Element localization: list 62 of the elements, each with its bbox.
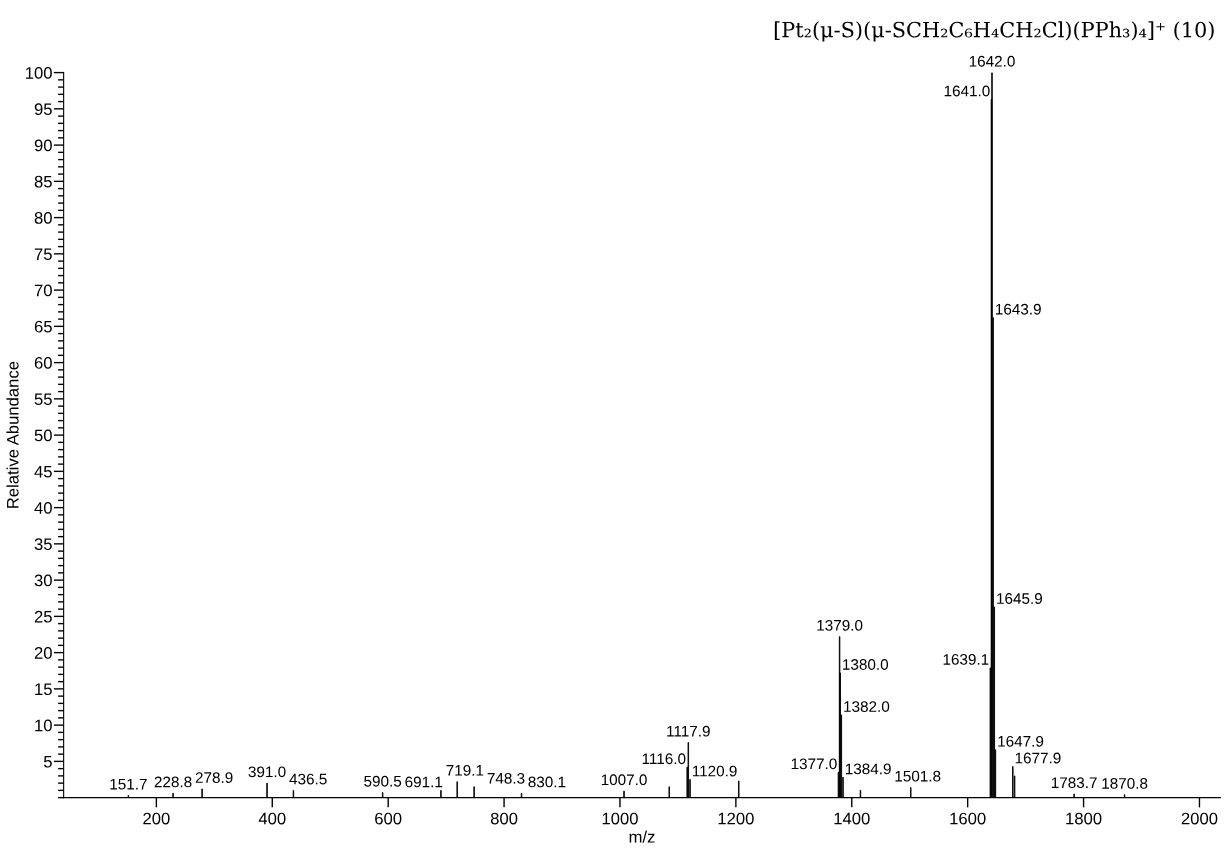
- y-tick-label: 100: [26, 66, 52, 79]
- y-tick-label: 20: [34, 647, 52, 659]
- annotation: 1647.9: [998, 735, 1044, 747]
- x-tick-label: 600: [375, 812, 402, 825]
- y-tick-label: 70: [34, 284, 52, 297]
- chart-title: [Pt₂(μ-S)(μ-SCH₂C₆H₄CH₂Cl)(PPh₃)₄]⁺ (10): [774, 21, 1214, 42]
- x-tick-label: 1800: [1066, 812, 1102, 825]
- y-tick-label: 75: [34, 248, 52, 261]
- x-tick-label: 1400: [834, 812, 870, 825]
- x-tick-label: 2000: [1181, 812, 1218, 825]
- x-tick-label: 800: [490, 812, 518, 825]
- annotation: 719.1: [446, 764, 484, 776]
- annotation: 391.0: [248, 766, 286, 778]
- annotation: 1639.1: [943, 654, 989, 665]
- annotation: 228.8: [154, 776, 192, 788]
- annotation: 151.7: [110, 778, 147, 790]
- annotation: 1382.0: [844, 701, 890, 712]
- y-tick-label: 30: [34, 574, 52, 587]
- annotation: 691.1: [405, 776, 443, 788]
- y-axis-title: Relative Abundance: [6, 361, 19, 508]
- y-tick-label: 35: [34, 538, 52, 551]
- y-tick-label: 80: [34, 212, 52, 224]
- y-tick-label: 60: [34, 357, 52, 369]
- x-axis-title: m/z: [629, 830, 655, 843]
- y-tick-label: 15: [35, 683, 52, 696]
- annotation: 1870.8: [1102, 778, 1148, 789]
- annotation: 1117.9: [667, 725, 710, 737]
- annotation: 1645.9: [997, 593, 1043, 604]
- annotation: 1783.7: [1051, 777, 1097, 789]
- annotation: 1007.0: [601, 774, 647, 786]
- y-tick-label: 55: [34, 393, 52, 406]
- x-tick-label: 400: [258, 812, 286, 825]
- annotation: 1379.0: [817, 619, 863, 631]
- annotation: 830.1: [528, 776, 566, 788]
- y-tick-label: 95: [34, 103, 52, 116]
- annotation: 278.9: [195, 772, 233, 784]
- annotation: 1642.0: [969, 55, 1015, 67]
- annotation: 436.5: [289, 773, 327, 785]
- annotation: 1380.0: [843, 659, 889, 670]
- y-tick-label: 10: [35, 719, 52, 732]
- x-tick-label: 1000: [602, 812, 638, 825]
- annotation: 1377.0: [791, 758, 837, 770]
- y-tick-label: 5: [43, 755, 52, 768]
- y-tick-label: 50: [34, 429, 52, 442]
- annotation: 1116.0: [642, 753, 686, 765]
- y-tick-label: 25: [34, 610, 52, 623]
- y-tick-label: 45: [34, 465, 52, 478]
- annotation: 590.5: [364, 775, 402, 787]
- annotation: 748.3: [487, 772, 525, 784]
- x-tick-label: 1600: [950, 812, 986, 825]
- annotation: 1120.9: [692, 765, 737, 777]
- annotation: 1677.9: [1015, 752, 1061, 764]
- y-tick-label: 40: [34, 502, 52, 514]
- annotation: 1643.9: [996, 303, 1041, 315]
- x-tick-label: 200: [143, 812, 170, 825]
- x-tick-label: 1200: [718, 812, 754, 825]
- y-tick-label: 65: [34, 320, 52, 333]
- annotation: 1641.0: [944, 85, 990, 97]
- annotation: 1384.9: [845, 763, 891, 775]
- annotation: 1501.8: [895, 770, 941, 782]
- y-tick-label: 85: [34, 175, 52, 188]
- y-tick-label: 90: [34, 139, 52, 152]
